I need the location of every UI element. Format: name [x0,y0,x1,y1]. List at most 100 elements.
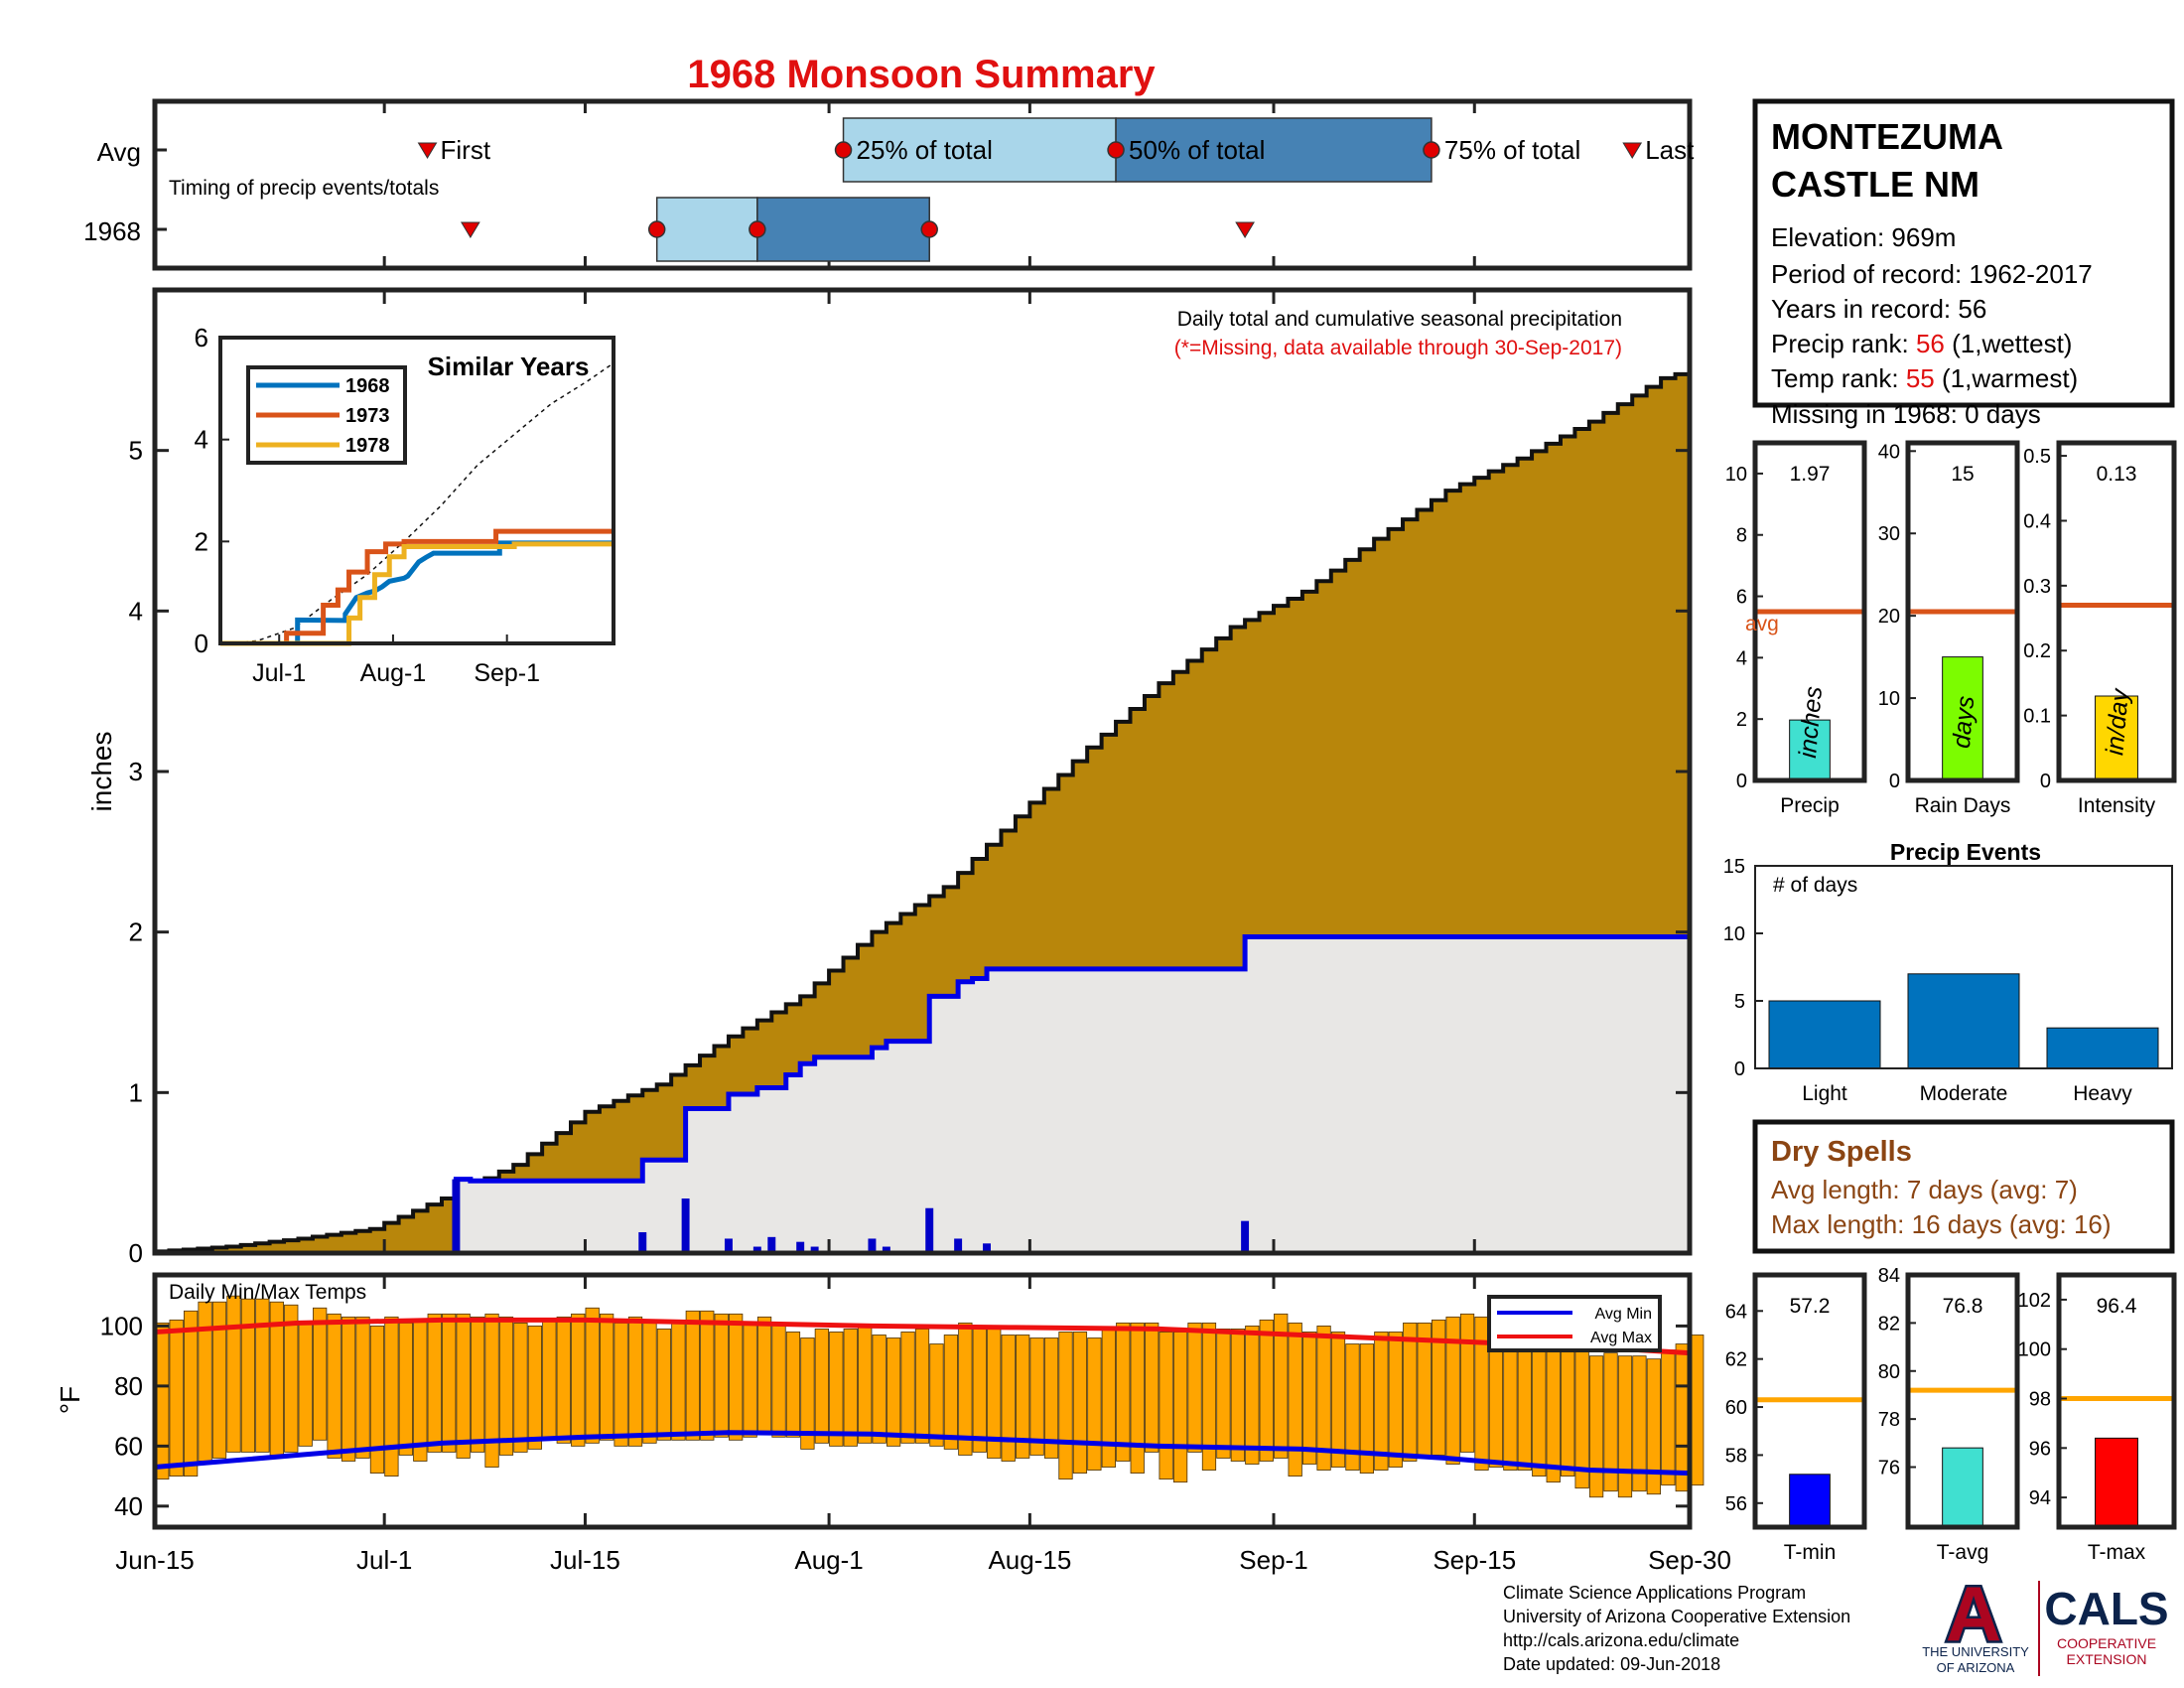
dry-spells-avg: Avg length: 7 days (avg: 7) [1771,1175,2078,1204]
inset-legend-label-1968: 1968 [345,375,390,397]
inset-y-tick-label: 0 [195,629,208,658]
daily-precip-bar [796,1241,805,1253]
x-axis-tick-label: Aug-1 [794,1545,863,1575]
timing-year-marker-last [1235,221,1255,238]
timing-avg-label-p50: 50% of total [1129,135,1265,165]
temp-daily-bar [900,1332,915,1444]
temp-summary-value-label: 57.2 [1790,1295,1831,1318]
temp-summary-category-label: T-max [2088,1541,2146,1564]
events-y-tick-label: 0 [1734,1058,1745,1080]
temp-summary-bar-t-avg [1942,1447,1983,1528]
timing-avg-marker-first [417,142,438,159]
temp-daily-bar [1675,1343,1690,1492]
main-y-tick-label: 5 [129,436,143,466]
temp-daily-bar [1072,1332,1088,1474]
temp-daily-bar [1087,1337,1102,1471]
temp-daily-bar [1330,1332,1346,1468]
totals-y-tick-label: 4 [1736,647,1747,669]
temp-daily-bar [1417,1322,1432,1459]
footer-line1: Climate Science Applications Program [1503,1583,1806,1603]
inset-x-tick-label: Aug-1 [360,659,427,687]
temp-plot-frame [152,1272,1693,1530]
temp-daily-bar [470,1316,485,1453]
inset-avg-line [219,362,614,644]
totals-category-label: Intensity [2078,794,2156,817]
footer: Climate Science Applications Program Uni… [1503,1583,1850,1674]
dry-spells-box: Dry Spells Avg length: 7 days (avg: 7) M… [1752,1119,2175,1254]
temp-daily-bar [1459,1313,1475,1453]
temp-daily-bar [614,1322,628,1447]
timing-avg-box-50-75 [1115,117,1433,183]
temp-summary-y-tick-label: 78 [1878,1409,1900,1431]
temp-daily-bar [1316,1326,1331,1471]
temp-daily-bar [785,1332,801,1438]
totals-category-label: Rain Days [1915,794,2011,817]
temp-summary-category-label: T-avg [1937,1541,1989,1564]
totals-y-tick-label: 10 [1878,688,1900,710]
temp-summary-y-tick-label: 60 [1725,1397,1747,1419]
timing-panel: Avg 1968 Timing of precip events/totals … [83,98,1695,271]
timing-row-avg-label: Avg [97,137,141,167]
station-period: Period of record: 1962-2017 [1771,259,2093,289]
station-info-box: MONTEZUMA CASTLE NM Elevation: 969m Peri… [1752,98,2175,429]
temp-daily-bar [1588,1355,1604,1498]
temp-daily-bar [1603,1352,1618,1492]
temp-daily-bar [1016,1335,1030,1459]
dry-spells-title: Dry Spells [1771,1136,1912,1168]
timing-year-marker-p75 [920,220,938,238]
temp-daily-bar [255,1298,270,1453]
temp-summary-y-tick-label: 64 [1725,1301,1747,1323]
temp-daily-bar [671,1322,686,1441]
temp-daily-bar [771,1322,786,1438]
temp-daily-bar [1561,1337,1575,1477]
legend-avg-max-label: Avg Max [1590,1330,1652,1346]
temp-ylabel: °F [55,1386,85,1414]
temp-daily-bar [1216,1329,1231,1459]
events-y-tick-label: 5 [1734,991,1745,1013]
totals-unit-label: in/day [2101,686,2134,756]
totals-avg-text: avg [1745,613,1779,635]
timing-avg-box-25-50 [842,117,1117,183]
figure-title: 1968 Monsoon Summary [687,53,1156,96]
temp-daily-bar [1388,1332,1403,1468]
legend-avg-min-label: Avg Min [1594,1306,1652,1323]
timing-avg-label-first: First [441,135,491,165]
temp-summary-category-label: T-min [1784,1541,1837,1564]
temp-daily-bar [169,1319,184,1477]
temp-daily-bar [1503,1332,1518,1471]
temp-daily-bar [284,1304,299,1453]
temp-daily-bar [1230,1329,1245,1462]
cals-logo-line2: EXTENSION [2067,1651,2147,1667]
temp-daily-bar [1646,1358,1662,1495]
temp-daily-bar [513,1322,528,1453]
totals-y-tick-label: 2 [1736,709,1747,731]
temp-daily-bar [355,1316,370,1459]
inset-x-tick-label: Jul-1 [252,659,306,687]
temp-daily-bar [484,1313,499,1468]
temp-avg-max-line [154,1317,1691,1356]
temp-summary-panel-frame [1752,1272,1867,1530]
totals-y-tick-label: 10 [1725,464,1747,486]
inset-series-line-1978 [220,541,614,646]
temp-summary-value-label: 76.8 [1943,1295,1983,1318]
events-title: Precip Events [1890,839,2041,865]
temp-daily-bar [1116,1322,1131,1462]
daily-precip-bar [452,1179,461,1253]
timing-avg-marker-p50 [1107,141,1125,159]
main-y-tick-label: 2 [129,917,143,947]
daily-precip-bar [752,1246,761,1253]
x-axis-tick-label: Sep-15 [1433,1545,1516,1575]
temp-daily-bar [240,1298,256,1453]
station-name-line2: CASTLE NM [1771,164,1979,205]
daily-precip-bar [681,1198,690,1253]
x-axis-tick-label: Sep-30 [1648,1545,1731,1575]
timing-avg-label-last: Last [1645,135,1695,165]
temp-daily-bar [656,1329,672,1441]
temp-daily-bar [1432,1319,1446,1456]
totals-y-tick-label: 0.2 [2023,640,2051,662]
temp-summary-value-label: 96.4 [2097,1295,2137,1318]
main-plot-frame [152,287,1693,1256]
events-ylabel: # of days [1773,874,1857,897]
temp-daily-bar [858,1326,873,1444]
